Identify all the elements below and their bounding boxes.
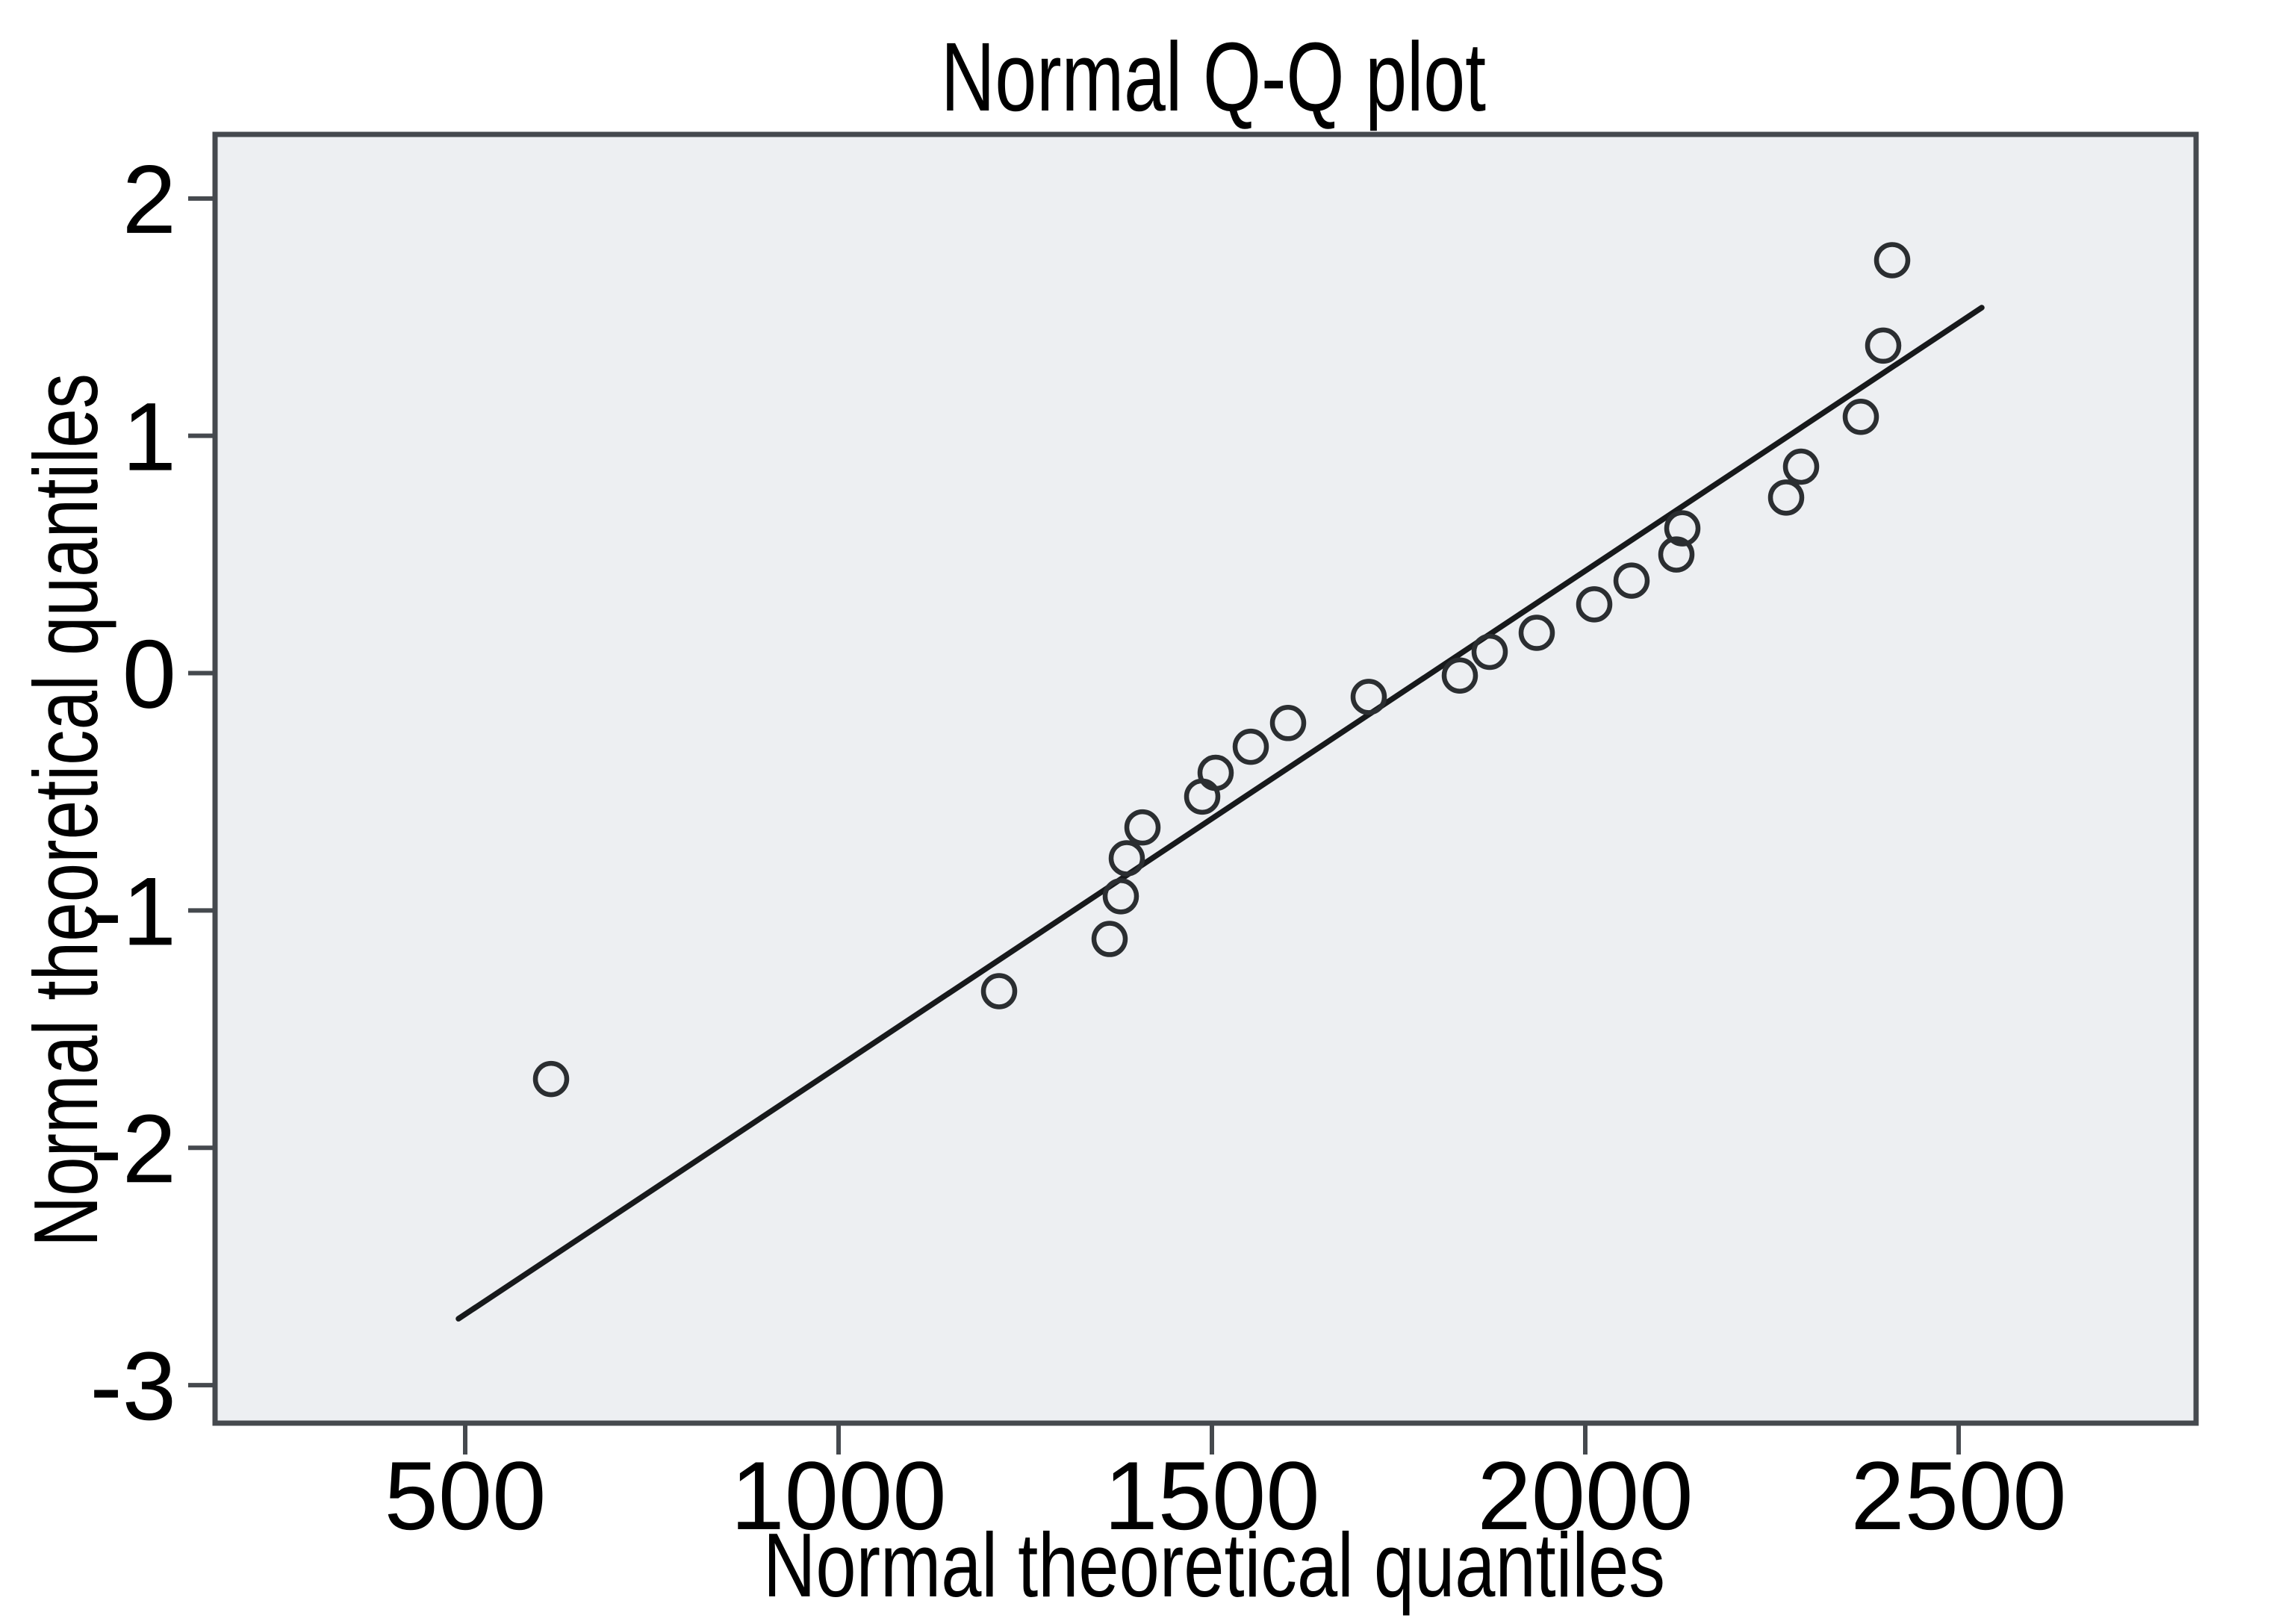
plot-area [212,131,2199,1426]
data-point [1613,562,1650,599]
data-point [1091,921,1128,957]
data-point [1518,615,1555,651]
y-tick-label: 1 [122,382,176,491]
data-point [980,973,1018,1009]
y-tick-label: -2 [90,1094,176,1203]
y-tick-label: -1 [90,856,176,965]
data-point [1782,448,1820,485]
data-point [1197,754,1234,791]
data-point [1124,809,1161,846]
reference-line-group [455,305,1985,1322]
data-point [1658,536,1695,573]
x-axis-label: Normal theoretical quantiles [763,1514,1665,1616]
data-point [1865,327,1902,364]
qq-reference-line [455,305,1985,1322]
data-point [1767,479,1805,516]
data-point [1576,586,1613,623]
scatter-points-group [532,242,1911,1098]
y-tick-label: 2 [122,145,176,254]
data-point [1102,878,1139,915]
y-axis-label: Normal theoretical quantiles [15,373,116,1247]
data-point [1842,399,1879,435]
data-point [1664,510,1701,547]
data-point [1873,242,1911,279]
chart-title: Normal Q-Q plot [941,22,1486,131]
y-axis-ticks: 2 1 0 -1 -2 -3 [90,145,215,1440]
x-tick-label: 2000 [1477,1441,1693,1550]
data-point [1108,840,1145,877]
x-tick-label: 2500 [1850,1441,2066,1550]
data-point [532,1060,570,1098]
data-point [1350,679,1387,715]
data-point [1471,633,1508,671]
x-tick-label: 1000 [730,1441,946,1550]
y-tick-label: 0 [122,620,176,729]
x-tick-label: 500 [385,1441,547,1550]
y-tick-label: -3 [90,1331,176,1440]
data-point [1269,705,1307,741]
data-point [1441,657,1478,694]
x-axis-ticks: 500 1000 1500 2000 2500 [385,1423,2067,1550]
x-tick-label: 1500 [1104,1441,1319,1550]
data-point [1232,728,1269,765]
